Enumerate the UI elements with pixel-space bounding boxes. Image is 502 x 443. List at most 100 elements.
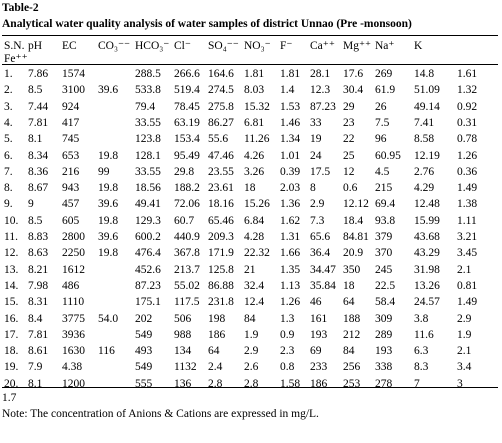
table-cell: 452.6 [135,263,161,276]
table-cell: 13. [4,263,19,276]
table-cell: 23.55 [208,165,234,178]
table-cell: 3100 [62,84,85,97]
table-cell: 24 [310,149,322,162]
table-cell: 9 [28,198,34,211]
table-cell: 20. [4,377,19,390]
table-cell: 18. [4,345,19,358]
table-cell: 15.26 [244,198,270,211]
table-cell: 22.32 [244,247,270,260]
table-cell: 153.4 [174,133,200,146]
table-cell: 8. [4,182,13,195]
table-cell: 10. [4,214,19,227]
table-cell: 49.14 [414,100,440,113]
table-cell: 8.03 [244,84,265,97]
table-cell: 2.76 [414,165,435,178]
table-cell: 54.0 [98,312,119,325]
table-cell: 7.86 [28,68,49,80]
table-cell: 1.35 [280,263,301,276]
table-cell: 275.8 [208,100,234,113]
table-cell: 7.98 [28,279,49,292]
table-cell: 12. [4,247,19,260]
table-cell: 0.92 [457,100,478,113]
table-cell: 12.19 [414,149,440,162]
table-cell: 216 [62,165,80,178]
table-cell: 1.31 [280,231,301,243]
table-cell: 1.46 [280,116,301,129]
table-cell: 274.5 [208,84,234,97]
column-header: Fe⁺⁺ [4,53,28,65]
table-cell: 1.81 [244,68,265,80]
table-cell: 7 [414,377,420,390]
column-header: S.N. [4,40,25,52]
table-cell: 18 [343,279,355,292]
table-cell: 8.67 [28,182,49,195]
table-cell: 289 [375,328,393,341]
table-cell: 24.57 [414,296,440,309]
table-cell: 7.5 [375,116,390,129]
table-cell: 8.36 [28,165,49,178]
table-cell: 4.28 [244,231,265,243]
table-cell: 519.4 [174,84,200,97]
table-cell: 47.46 [208,149,234,162]
table-cell: 2.1 [457,263,472,276]
table-cell: 1.3 [280,312,295,325]
table-cell: 2.03 [280,182,301,195]
column-header: K [414,40,423,52]
table-cell: 1.49 [457,182,478,195]
table-cell: 3.21 [457,231,478,243]
table-cell: 256 [343,361,361,374]
table-cell: 1630 [62,345,85,358]
table-cell: 4.29 [414,182,435,195]
table-cell: 186 [310,377,328,390]
note: Note: The concentration of Anions & Cati… [2,408,319,420]
table-cell: 549 [135,361,153,374]
table-cell: 9. [4,198,13,211]
table-cell: 1.38 [457,198,478,211]
table-cell: 34.47 [310,263,336,276]
table-cell: 2.9 [310,198,325,211]
table-cell: 175.1 [135,296,161,309]
table-cell: 198 [208,312,226,325]
table-cell: 309 [375,312,393,325]
table-cell: 3936 [62,328,85,341]
overflow-text: 1.7 [2,392,17,404]
table-cell: 486 [62,279,80,292]
table-cell: 19. [4,361,19,374]
table-cell: 117.5 [174,296,200,309]
table-cell: 17.5 [310,165,331,178]
table-cell: 19.8 [98,149,119,162]
table-cell: 288.5 [135,68,161,80]
table-cell: 39.6 [98,84,119,97]
table-cell: 65.6 [310,231,331,243]
table-cell: 19.8 [98,247,119,260]
table-cell: 19 [310,133,322,146]
table-cell: 33.55 [135,165,161,178]
table-cell: 2.8 [244,377,259,390]
table-cell: 266.6 [174,68,200,80]
table-cell: 12.4 [244,296,265,309]
table-cell: 16. [4,312,19,325]
table-cell: 555 [135,377,153,390]
table-cell: 31.98 [414,263,440,276]
table-cell: 202 [135,312,153,325]
table-cell: 1.9 [244,328,259,341]
table-cell: 28.1 [310,68,331,80]
table-cell: 29.8 [174,165,195,178]
table-cell: 245 [375,263,393,276]
table-cell: 171.9 [208,247,234,260]
table-cell: 29 [343,100,355,113]
table-cell: 12 [343,165,355,178]
table-cell: 30.4 [343,84,364,97]
table-cell: 1.61 [457,68,478,80]
table-cell: 0.9 [280,328,295,341]
table-cell: 79.4 [135,100,156,113]
table-cell: 2.4 [208,361,223,374]
table-cell: 58.4 [375,296,396,309]
table-cell: 745 [62,133,80,146]
table-cell: 1.26 [280,296,301,309]
table-cell: 11.26 [244,133,270,146]
table-cell: 1. [4,68,13,80]
table-cell: 8.5 [28,214,43,227]
table-cell: 605 [62,214,80,227]
